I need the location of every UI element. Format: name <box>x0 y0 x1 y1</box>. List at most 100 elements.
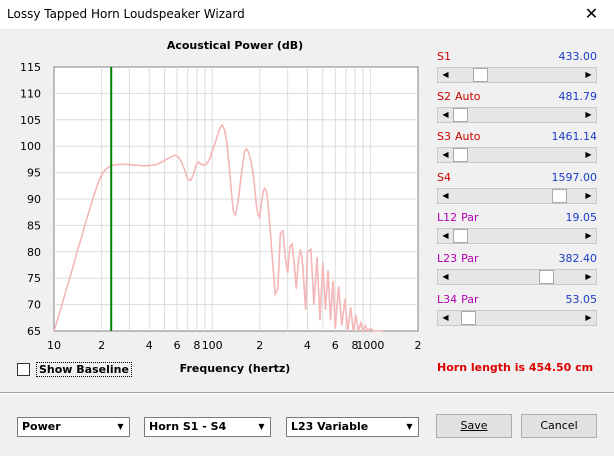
x-tick-label: 6 <box>332 339 339 352</box>
checkbox-box[interactable] <box>17 362 30 376</box>
param-tag: Par <box>461 211 479 224</box>
param-label: S3 <box>437 130 451 143</box>
param-tag: Par <box>461 293 479 306</box>
x-tick-label: 2 <box>256 339 263 352</box>
x-tick-label: 100 <box>202 339 223 352</box>
param-label: L34 <box>437 293 458 306</box>
param-slider[interactable]: ◀ ▶ <box>437 147 597 163</box>
param-slider[interactable]: ◀ ▶ <box>437 107 597 123</box>
horn-select[interactable]: Horn S1 - S4 ▼ <box>144 417 271 437</box>
power-curve <box>53 123 383 334</box>
param-label: L12 <box>437 211 458 224</box>
arrow-right-icon[interactable]: ▶ <box>585 110 592 119</box>
y-tick-label: 105 <box>20 114 41 127</box>
show-baseline-checkbox[interactable]: Show Baseline <box>17 361 132 377</box>
x-axis-label: Frequency (hertz) <box>179 362 291 375</box>
save-label: Save <box>460 419 488 432</box>
chevron-down-icon[interactable]: ▼ <box>406 422 413 431</box>
x-tick-label: 10 <box>47 339 61 352</box>
arrow-right-icon[interactable]: ▶ <box>585 191 592 200</box>
param-slider[interactable]: ◀ ▶ <box>437 310 597 326</box>
y-tick-label: 80 <box>27 246 41 259</box>
y-tick-label: 70 <box>27 299 41 312</box>
arrow-right-icon[interactable]: ▶ <box>585 231 592 240</box>
param-value: 53.05 <box>565 293 598 306</box>
param-slider[interactable]: ◀ ▶ <box>437 228 597 244</box>
param-slider[interactable]: ◀ ▶ <box>437 67 597 83</box>
arrow-left-icon[interactable]: ◀ <box>442 313 449 322</box>
slider-thumb[interactable] <box>453 148 468 162</box>
slider-thumb[interactable] <box>460 311 476 325</box>
y-tick-label: 95 <box>27 167 41 180</box>
arrow-left-icon[interactable]: ◀ <box>442 70 449 79</box>
title-bar: Lossy Tapped Horn Loudspeaker Wizard ✕ <box>0 0 614 30</box>
arrow-left-icon[interactable]: ◀ <box>442 191 449 200</box>
param-value: 382.40 <box>558 252 598 265</box>
y-tick-label: 90 <box>27 193 41 206</box>
x-tick-label: 2 <box>415 339 422 352</box>
y-tick-label: 85 <box>27 219 41 232</box>
y-tick-label: 75 <box>27 272 41 285</box>
param-name: S2 Auto <box>437 90 481 104</box>
param-tag: Auto <box>454 90 481 103</box>
param-s1: S1 433.00 ◀ ▶ <box>437 50 597 83</box>
param-s3: S3 Auto 1461.14 ◀ ▶ <box>437 130 597 163</box>
param-l34: L34 Par 53.05 ◀ ▶ <box>437 293 597 326</box>
arrow-left-icon[interactable]: ◀ <box>442 110 449 119</box>
arrow-right-icon[interactable]: ▶ <box>585 70 592 79</box>
mode-select-value: Power <box>22 420 61 433</box>
param-label: S4 <box>437 171 451 184</box>
param-slider[interactable]: ◀ ▶ <box>437 269 597 285</box>
arrow-right-icon[interactable]: ▶ <box>585 150 592 159</box>
horn-select-value: Horn S1 - S4 <box>149 420 227 433</box>
param-slider[interactable]: ◀ ▶ <box>437 188 597 204</box>
slider-thumb[interactable] <box>453 108 468 122</box>
x-tick-label: 6 <box>174 339 181 352</box>
y-tick-label: 110 <box>20 87 41 100</box>
save-button[interactable]: Save <box>436 414 512 438</box>
chart-title: Acoustical Power (dB) <box>166 39 304 52</box>
arrow-left-icon[interactable]: ◀ <box>442 272 449 281</box>
cancel-button[interactable]: Cancel <box>521 414 597 438</box>
param-name: S3 Auto <box>437 130 481 144</box>
param-value: 433.00 <box>558 50 598 63</box>
arrow-right-icon[interactable]: ▶ <box>585 313 592 322</box>
param-l23: L23 Par 382.40 ◀ ▶ <box>437 252 597 285</box>
slider-thumb[interactable] <box>453 229 468 243</box>
window-title: Lossy Tapped Horn Loudspeaker Wizard <box>7 7 245 21</box>
param-tag: Auto <box>454 130 481 143</box>
show-baseline-label[interactable]: Show Baseline <box>36 361 132 377</box>
y-tick-label: 65 <box>27 325 41 338</box>
chevron-down-icon[interactable]: ▼ <box>258 422 265 431</box>
close-icon[interactable]: ✕ <box>584 4 599 23</box>
param-value: 1461.14 <box>551 130 598 143</box>
param-name: L34 Par <box>437 293 479 307</box>
arrow-left-icon[interactable]: ◀ <box>442 150 449 159</box>
slider-thumb[interactable] <box>552 189 568 203</box>
param-label: S2 <box>437 90 451 103</box>
param-value: 481.79 <box>558 90 598 103</box>
chevron-down-icon[interactable]: ▼ <box>117 422 124 431</box>
param-tag: Par <box>461 252 479 265</box>
mode-select[interactable]: Power ▼ <box>17 417 130 437</box>
param-l12: L12 Par 19.05 ◀ ▶ <box>437 211 597 244</box>
x-tick-label: 8 <box>352 339 359 352</box>
param-name: S1 <box>437 50 455 64</box>
param-s4: S4 1597.00 ◀ ▶ <box>437 171 597 204</box>
slider-thumb[interactable] <box>473 68 489 82</box>
separator <box>0 392 614 394</box>
arrow-left-icon[interactable]: ◀ <box>442 231 449 240</box>
param-label: S1 <box>437 50 451 63</box>
horn-length-readout: Horn length is 454.50 cm <box>437 361 594 374</box>
x-tick-label: 4 <box>304 339 311 352</box>
arrow-right-icon[interactable]: ▶ <box>585 272 592 281</box>
y-tick-label: 100 <box>20 140 41 153</box>
variable-select-value: L23 Variable <box>291 420 369 433</box>
param-name: L23 Par <box>437 252 479 266</box>
variable-select[interactable]: L23 Variable ▼ <box>286 417 419 437</box>
x-tick-label: 4 <box>146 339 153 352</box>
slider-thumb[interactable] <box>538 270 554 284</box>
param-value: 1597.00 <box>551 171 598 184</box>
param-value: 19.05 <box>565 211 598 224</box>
